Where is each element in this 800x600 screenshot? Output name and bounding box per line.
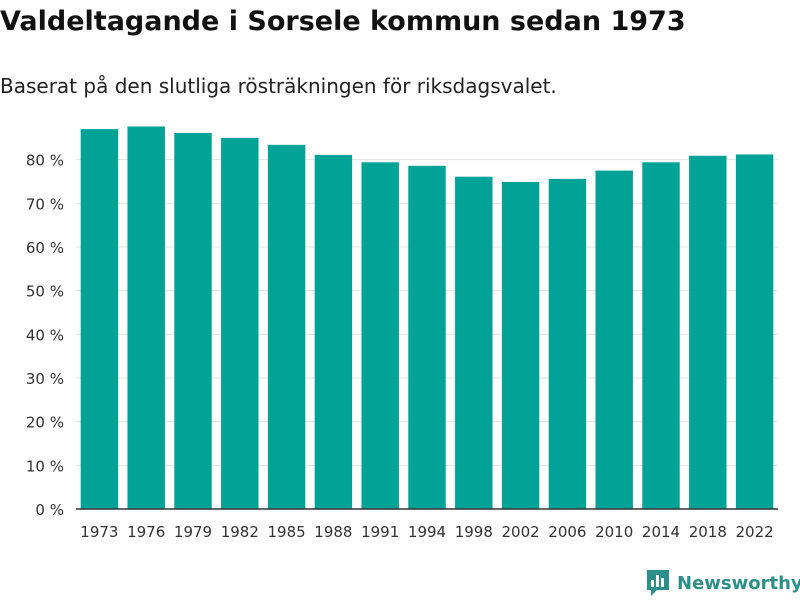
x-tick-label: 1976 (127, 523, 165, 541)
y-tick-label: 60 % (26, 239, 64, 257)
x-tick-label: 1998 (455, 523, 493, 541)
y-tick-label: 0 % (35, 501, 64, 519)
x-tick-label: 2022 (736, 523, 774, 541)
x-tick-label: 2002 (502, 523, 540, 541)
bar-chart-speech-bubble-icon (647, 570, 669, 596)
y-tick-label: 30 % (26, 370, 64, 388)
y-tick-label: 40 % (26, 326, 64, 344)
bar (127, 126, 165, 509)
x-tick-label: 1994 (408, 523, 446, 541)
chart-subtitle: Baserat på den slutliga rösträkningen fö… (0, 74, 557, 98)
chart-title: Valdeltagande i Sorsele kommun sedan 197… (0, 6, 686, 37)
bar (174, 133, 212, 509)
x-tick-label: 2018 (689, 523, 727, 541)
bar (548, 178, 587, 509)
y-tick-label: 70 % (26, 195, 64, 213)
bar (314, 154, 353, 509)
x-tick-label: 2006 (548, 523, 586, 541)
bar (689, 155, 727, 509)
x-tick-label: 1991 (361, 523, 399, 541)
y-tick-label: 80 % (26, 152, 64, 170)
y-tick-label: 10 % (26, 457, 64, 475)
x-tick-label: 1985 (268, 523, 306, 541)
bar (361, 162, 399, 509)
x-tick-label: 1979 (174, 523, 212, 541)
bar (221, 137, 259, 510)
y-tick-label: 50 % (26, 283, 64, 301)
bar (501, 181, 540, 510)
newsworthy-logo: Newsworthy (645, 568, 800, 598)
logo-text: Newsworthy (677, 572, 800, 594)
x-tick-label: 2014 (642, 523, 680, 541)
bar (595, 170, 633, 510)
x-tick-label: 1973 (80, 523, 118, 541)
x-tick-label: 1988 (314, 523, 352, 541)
y-tick-label: 20 % (26, 414, 64, 432)
bar (408, 165, 446, 509)
bar (455, 176, 493, 510)
x-tick-label: 1982 (221, 523, 259, 541)
bar (80, 129, 119, 509)
bar (267, 144, 306, 509)
bar (735, 154, 774, 509)
x-tick-label: 2010 (595, 523, 633, 541)
bar (642, 162, 680, 509)
